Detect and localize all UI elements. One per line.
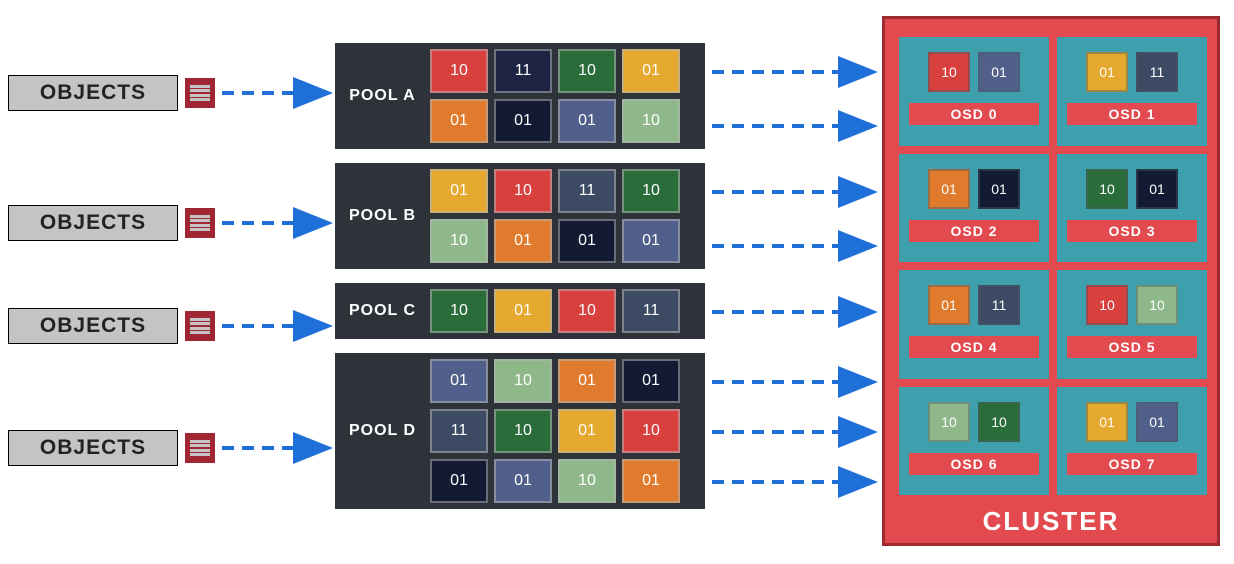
pool-1-cell-0: 01 <box>430 169 488 213</box>
pool-grid-2: 10011011 <box>430 283 688 339</box>
osd-6-chip-1: 10 <box>978 402 1020 442</box>
osd-4-chip-0: 01 <box>928 285 970 325</box>
pool-label-2: POOL C <box>335 301 430 322</box>
osd-0: 1001 OSD 0 <box>899 37 1049 146</box>
osd-3-label: OSD 3 <box>1067 220 1197 242</box>
pool-0-cell-3: 01 <box>622 49 680 93</box>
osd-6-chip-0: 10 <box>928 402 970 442</box>
osd-4-chips: 0111 <box>928 280 1020 330</box>
pool-3-cell-10: 10 <box>558 459 616 503</box>
pool-3-cell-7: 10 <box>622 409 680 453</box>
pool-1-cell-6: 01 <box>558 219 616 263</box>
objects-icon-0 <box>185 78 215 108</box>
pool-2-cell-3: 11 <box>622 289 680 333</box>
pool-1-cell-4: 10 <box>430 219 488 263</box>
pool-0-cell-6: 01 <box>558 99 616 143</box>
osd-4-chip-1: 11 <box>978 285 1020 325</box>
osd-4: 0111 OSD 4 <box>899 270 1049 379</box>
pool-3-cell-2: 01 <box>558 359 616 403</box>
objects-bar-2: OBJECTS <box>8 308 178 344</box>
osd-2: 0101 OSD 2 <box>899 154 1049 263</box>
objects-bar-3: OBJECTS <box>8 430 178 466</box>
osd-7-chip-0: 01 <box>1086 402 1128 442</box>
pool-3: POOL D011001011110011001011001 <box>335 353 705 509</box>
objects-bar-0: OBJECTS <box>8 75 178 111</box>
pool-0-cell-5: 01 <box>494 99 552 143</box>
pool-grid-1: 0110111010010101 <box>430 163 688 269</box>
pool-3-cell-1: 10 <box>494 359 552 403</box>
osd-grid: 1001OSD 00111OSD 10101OSD 21001OSD 30111… <box>899 37 1207 495</box>
osd-5-chip-1: 10 <box>1136 285 1178 325</box>
objects-icon-3 <box>185 433 215 463</box>
osd-3: 1001 OSD 3 <box>1057 154 1207 263</box>
osd-6-chips: 1010 <box>928 397 1020 447</box>
pool-2: POOL C10011011 <box>335 283 705 339</box>
pool-0-cell-2: 10 <box>558 49 616 93</box>
osd-1-chip-0: 01 <box>1086 52 1128 92</box>
pool-3-cell-11: 01 <box>622 459 680 503</box>
cluster: CLUSTER1001OSD 00111OSD 10101OSD 21001OS… <box>882 16 1220 546</box>
pool-1-cell-7: 01 <box>622 219 680 263</box>
osd-5-chips: 1010 <box>1086 280 1178 330</box>
pool-3-cell-5: 10 <box>494 409 552 453</box>
osd-7-chip-1: 01 <box>1136 402 1178 442</box>
pool-3-cell-3: 01 <box>622 359 680 403</box>
pool-label-3: POOL D <box>335 421 430 442</box>
osd-1-label: OSD 1 <box>1067 103 1197 125</box>
pool-1: POOL B0110111010010101 <box>335 163 705 269</box>
pool-3-cell-9: 01 <box>494 459 552 503</box>
osd-0-label: OSD 0 <box>909 103 1039 125</box>
objects-icon-2 <box>185 311 215 341</box>
osd-4-label: OSD 4 <box>909 336 1039 358</box>
osd-7: 0101 OSD 7 <box>1057 387 1207 496</box>
osd-0-chip-1: 01 <box>978 52 1020 92</box>
osd-1-chip-1: 11 <box>1136 52 1178 92</box>
pool-3-cell-4: 11 <box>430 409 488 453</box>
pool-0-cell-7: 10 <box>622 99 680 143</box>
osd-5-chip-0: 10 <box>1086 285 1128 325</box>
cluster-label: CLUSTER <box>885 506 1217 537</box>
osd-2-chip-0: 01 <box>928 169 970 209</box>
osd-5-label: OSD 5 <box>1067 336 1197 358</box>
osd-3-chip-0: 10 <box>1086 169 1128 209</box>
objects-icon-1 <box>185 208 215 238</box>
pool-label-0: POOL A <box>335 86 430 107</box>
pool-1-cell-5: 01 <box>494 219 552 263</box>
osd-7-label: OSD 7 <box>1067 453 1197 475</box>
osd-5: 1010 OSD 5 <box>1057 270 1207 379</box>
pool-grid-3: 011001011110011001011001 <box>430 353 688 509</box>
pool-0-cell-1: 11 <box>494 49 552 93</box>
pool-2-cell-2: 10 <box>558 289 616 333</box>
osd-7-chips: 0101 <box>1086 397 1178 447</box>
osd-2-label: OSD 2 <box>909 220 1039 242</box>
osd-3-chips: 1001 <box>1086 164 1178 214</box>
osd-6: 1010 OSD 6 <box>899 387 1049 496</box>
pool-3-cell-6: 01 <box>558 409 616 453</box>
osd-3-chip-1: 01 <box>1136 169 1178 209</box>
pool-0-cell-4: 01 <box>430 99 488 143</box>
pool-1-cell-3: 10 <box>622 169 680 213</box>
osd-0-chip-0: 10 <box>928 52 970 92</box>
objects-bar-1: OBJECTS <box>8 205 178 241</box>
pool-2-cell-0: 10 <box>430 289 488 333</box>
pool-3-cell-0: 01 <box>430 359 488 403</box>
osd-6-label: OSD 6 <box>909 453 1039 475</box>
pool-3-cell-8: 01 <box>430 459 488 503</box>
osd-2-chip-1: 01 <box>978 169 1020 209</box>
pool-label-1: POOL B <box>335 206 430 227</box>
pool-grid-0: 1011100101010110 <box>430 43 688 149</box>
pool-2-cell-1: 01 <box>494 289 552 333</box>
pool-0: POOL A1011100101010110 <box>335 43 705 149</box>
pool-0-cell-0: 10 <box>430 49 488 93</box>
osd-1-chips: 0111 <box>1086 47 1178 97</box>
pool-1-cell-1: 10 <box>494 169 552 213</box>
osd-1: 0111 OSD 1 <box>1057 37 1207 146</box>
pool-1-cell-2: 11 <box>558 169 616 213</box>
osd-2-chips: 0101 <box>928 164 1020 214</box>
osd-0-chips: 1001 <box>928 47 1020 97</box>
